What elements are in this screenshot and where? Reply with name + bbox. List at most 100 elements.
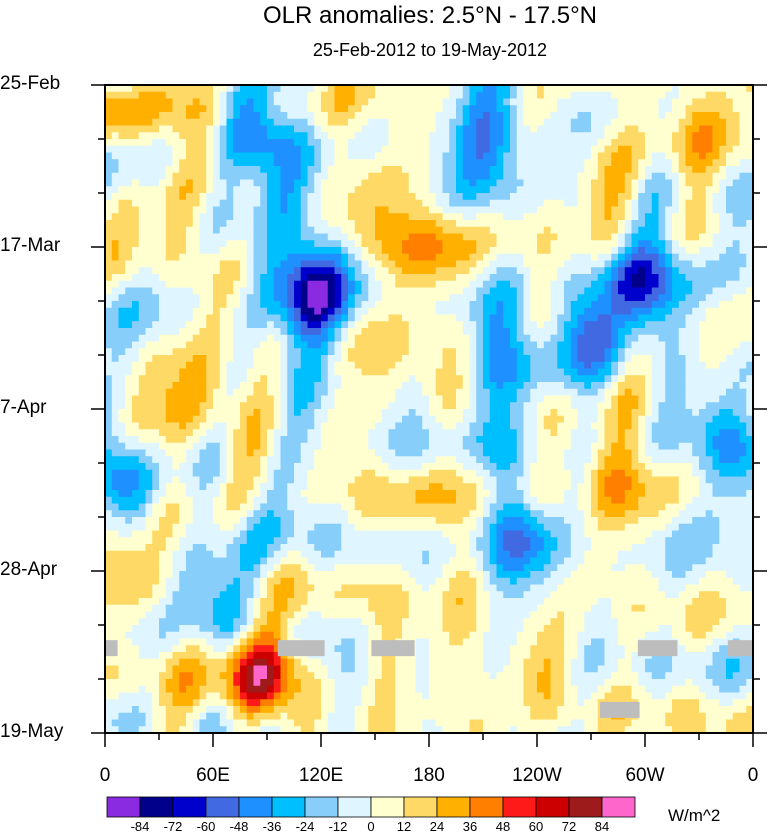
field-cell (118, 422, 126, 430)
field-cell (611, 260, 619, 268)
field-cell (624, 166, 633, 174)
field-cell (145, 368, 153, 376)
field-cell (192, 112, 201, 120)
field-cell (361, 334, 369, 343)
field-cell (496, 125, 504, 133)
field-cell (381, 294, 390, 302)
field-cell (408, 98, 417, 106)
field-cell (510, 213, 518, 221)
field-cell (321, 172, 329, 181)
field-cell (435, 253, 444, 262)
field-cell (732, 415, 741, 424)
chart-title: OLR anomalies: 2.5°N - 17.5°N (262, 2, 597, 29)
field-cell (611, 348, 619, 356)
field-cell (449, 355, 457, 363)
field-cell (226, 118, 234, 127)
field-cell (253, 402, 261, 410)
field-cell (267, 395, 275, 403)
field-cell (267, 402, 275, 410)
field-cell (651, 355, 660, 363)
field-cell (422, 85, 430, 93)
field-cell (746, 139, 753, 147)
field-cell (658, 341, 666, 349)
chart-subtitle: 25-Feb-2012 to 19-May-2012 (312, 40, 548, 60)
field-cell (476, 409, 484, 417)
field-cell (172, 226, 180, 235)
field-cell (273, 206, 282, 214)
field-cell (631, 91, 639, 100)
field-cell (415, 395, 423, 403)
field-cell (449, 301, 457, 309)
field-cell (631, 334, 639, 343)
field-cell (219, 321, 228, 329)
field-cell (530, 145, 538, 154)
field-cell (118, 172, 126, 181)
field-cell (456, 328, 464, 336)
field-cell (449, 287, 457, 295)
field-cell (354, 429, 363, 437)
field-cell (165, 415, 174, 424)
field-cell (280, 98, 288, 106)
field-cell (186, 395, 194, 403)
field-cell (145, 166, 153, 174)
field-cell (476, 287, 484, 295)
field-cell (719, 314, 727, 322)
field-cell (611, 193, 619, 201)
field-cell (145, 260, 153, 268)
field-cell (267, 355, 275, 363)
field-cell (206, 267, 214, 275)
field-cell (537, 334, 545, 343)
field-cell (645, 132, 653, 140)
field-cell (469, 125, 477, 133)
field-cell (213, 186, 221, 194)
field-cell (557, 91, 565, 100)
field-cell (152, 172, 160, 181)
field-cell (273, 253, 282, 262)
field-cell (226, 179, 234, 187)
field-cell (186, 422, 194, 430)
field-cell (739, 267, 747, 275)
field-cell (564, 125, 572, 133)
field-cell (199, 125, 207, 133)
field-cell (496, 409, 504, 417)
field-cell (159, 301, 167, 309)
field-cell (152, 118, 160, 127)
field-cell (543, 145, 552, 154)
field-cell (415, 139, 423, 147)
field-cell (726, 395, 734, 403)
field-cell (624, 152, 633, 160)
field-cell (219, 287, 228, 295)
field-cell (577, 422, 585, 430)
field-cell (267, 341, 275, 349)
field-cell (213, 348, 221, 356)
field-cell (435, 233, 444, 241)
field-cell (624, 112, 633, 120)
field-cell (206, 395, 214, 403)
field-cell (442, 314, 450, 322)
field-cell (192, 213, 201, 221)
field-cell (287, 388, 295, 397)
field-cell (739, 159, 747, 167)
field-cell (672, 382, 680, 390)
field-cell (530, 301, 538, 309)
field-cell (381, 382, 390, 390)
field-cell (307, 328, 315, 336)
field-cell (152, 334, 160, 343)
field-cell (739, 226, 747, 235)
field-cell (530, 186, 538, 194)
field-cell (618, 361, 626, 370)
field-cell (260, 375, 268, 383)
field-cell (442, 112, 450, 120)
field-cell (327, 193, 336, 201)
field-cell (206, 415, 214, 424)
field-cell (557, 132, 565, 140)
field-cell (611, 213, 619, 221)
field-cell (354, 98, 363, 106)
field-cell (678, 247, 687, 255)
field-cell (375, 132, 383, 140)
field-cell (726, 172, 734, 181)
field-cell (246, 247, 255, 255)
field-cell (449, 199, 457, 208)
field-cell (624, 172, 633, 181)
field-cell (348, 267, 356, 275)
